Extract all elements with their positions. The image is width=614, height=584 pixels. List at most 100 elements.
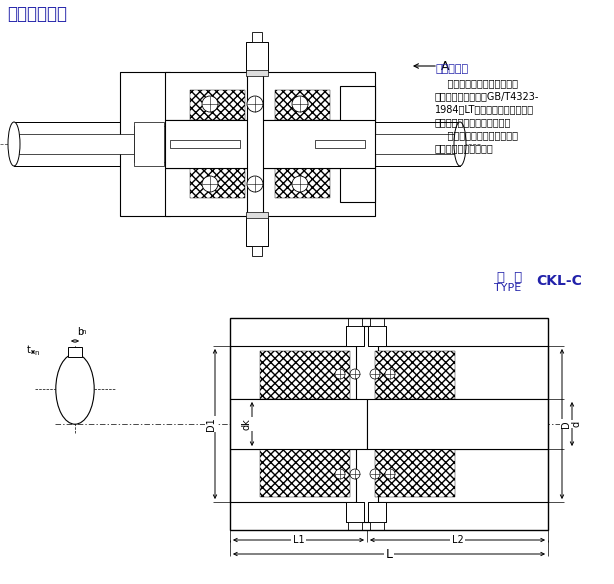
Bar: [375, 351, 455, 399]
Bar: [340, 86, 375, 202]
Bar: [68, 347, 82, 357]
Bar: [348, 318, 362, 326]
Bar: [230, 449, 367, 502]
Bar: [275, 90, 330, 120]
Bar: [134, 122, 164, 166]
Bar: [360, 134, 460, 154]
Text: 用补偿量参考国标（GB/T4323-: 用补偿量参考国标（GB/T4323-: [435, 91, 539, 101]
Text: A: A: [441, 60, 449, 72]
Bar: [14, 122, 134, 166]
Bar: [190, 168, 245, 198]
Bar: [346, 326, 364, 346]
Text: 位移要符合国标要求。: 位移要符合国标要求。: [435, 143, 494, 153]
Bar: [340, 86, 375, 202]
Text: n: n: [34, 350, 39, 356]
Ellipse shape: [56, 354, 94, 424]
Bar: [246, 42, 268, 72]
Bar: [346, 326, 364, 346]
Bar: [367, 346, 548, 399]
Bar: [120, 72, 170, 216]
Bar: [368, 326, 386, 346]
Bar: [246, 216, 268, 246]
Bar: [368, 502, 386, 522]
Bar: [230, 399, 367, 449]
Text: L: L: [386, 548, 392, 561]
Bar: [367, 449, 548, 502]
Text: CKL-C: CKL-C: [536, 274, 582, 288]
Text: 型  号: 型 号: [497, 271, 523, 284]
Text: D: D: [561, 420, 571, 428]
Bar: [190, 90, 245, 120]
Circle shape: [247, 96, 263, 112]
Text: 1984）LT型联轴器标准，并与离: 1984）LT型联轴器标准，并与离: [435, 104, 534, 114]
Circle shape: [202, 176, 218, 192]
Bar: [165, 120, 375, 168]
Text: L2: L2: [452, 535, 464, 545]
Bar: [246, 216, 268, 246]
Bar: [230, 318, 548, 530]
Text: TYPE: TYPE: [494, 283, 521, 293]
Bar: [120, 72, 170, 216]
Bar: [356, 326, 378, 522]
Circle shape: [370, 369, 380, 379]
Circle shape: [292, 96, 308, 112]
Text: L1: L1: [293, 535, 305, 545]
Circle shape: [335, 369, 345, 379]
Bar: [348, 522, 362, 530]
Text: t: t: [27, 345, 31, 355]
Bar: [230, 346, 367, 399]
Circle shape: [292, 176, 308, 192]
Bar: [165, 168, 375, 216]
Bar: [375, 449, 455, 497]
Bar: [370, 522, 384, 530]
Bar: [230, 449, 367, 502]
Ellipse shape: [8, 122, 20, 166]
Text: n: n: [81, 329, 85, 335]
Text: b: b: [77, 327, 84, 337]
Bar: [14, 134, 134, 154]
Circle shape: [202, 96, 218, 112]
Circle shape: [385, 469, 395, 479]
Bar: [368, 502, 386, 522]
Bar: [368, 326, 386, 346]
Bar: [346, 502, 364, 522]
Bar: [252, 32, 262, 42]
Bar: [165, 72, 375, 120]
Text: dk: dk: [242, 418, 252, 430]
Circle shape: [247, 176, 263, 192]
Bar: [14, 122, 134, 166]
Circle shape: [370, 469, 380, 479]
Ellipse shape: [454, 122, 466, 166]
Bar: [230, 346, 367, 399]
Bar: [260, 351, 350, 399]
Bar: [260, 449, 350, 497]
Bar: [360, 122, 460, 166]
Circle shape: [385, 369, 395, 379]
Bar: [346, 502, 364, 522]
Bar: [165, 72, 375, 120]
Text: 此型号离合器对应联轴器许: 此型号离合器对应联轴器许: [435, 78, 518, 88]
Bar: [170, 140, 240, 148]
Text: 安装参考范例: 安装参考范例: [7, 5, 67, 23]
Bar: [246, 42, 268, 72]
Bar: [247, 72, 263, 216]
Circle shape: [335, 469, 345, 479]
Bar: [356, 326, 378, 522]
Bar: [246, 70, 268, 76]
Bar: [247, 72, 263, 216]
Bar: [367, 449, 548, 502]
Text: 合器扭矩组成一一对应关系。: 合器扭矩组成一一对应关系。: [435, 117, 511, 127]
Text: 安装时两轴的径向位移和角: 安装时两轴的径向位移和角: [435, 130, 518, 140]
Bar: [275, 168, 330, 198]
Circle shape: [350, 469, 360, 479]
Bar: [165, 168, 375, 216]
Text: 安装要求：: 安装要求：: [435, 64, 468, 74]
Text: d: d: [571, 421, 581, 427]
Bar: [246, 212, 268, 218]
Bar: [367, 399, 548, 449]
Bar: [134, 126, 170, 162]
Bar: [252, 246, 262, 256]
Text: D1: D1: [206, 417, 216, 431]
Bar: [360, 122, 460, 166]
Bar: [315, 140, 365, 148]
